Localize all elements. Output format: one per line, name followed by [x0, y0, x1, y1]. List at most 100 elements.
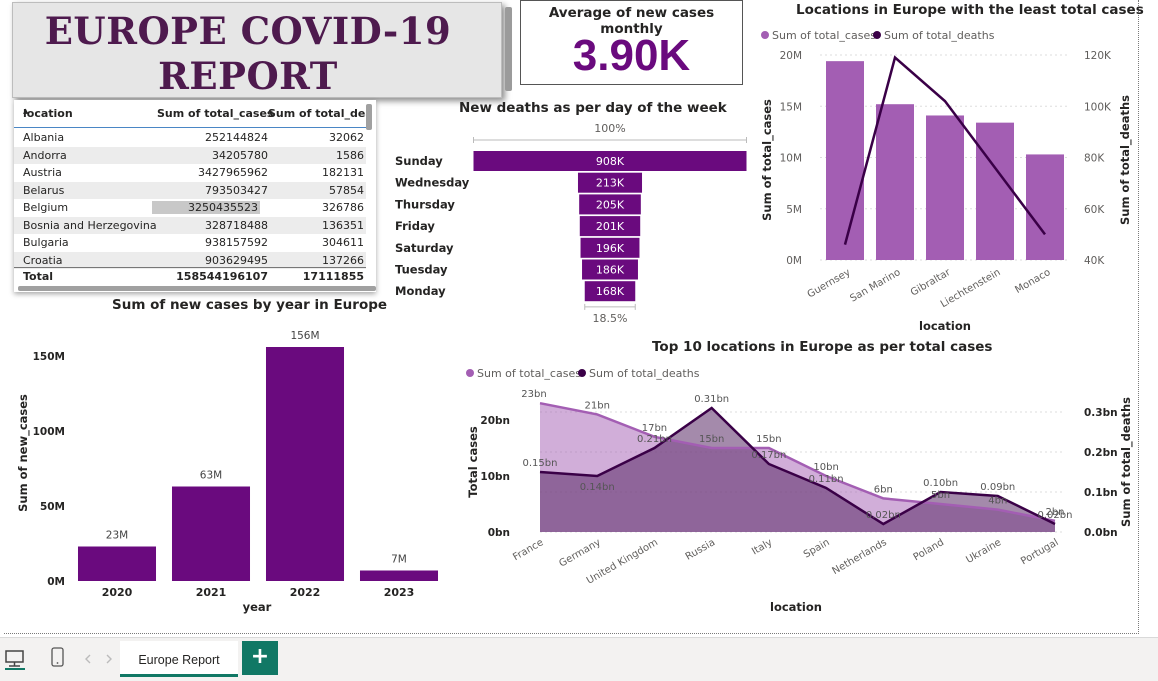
col-header-location[interactable]: location	[23, 107, 73, 120]
top10-left-tick: 0bn	[488, 527, 510, 539]
top10-cases-data-label: 10bn	[813, 462, 838, 473]
cell-total-deaths: 32062	[329, 131, 364, 144]
chevron-right-icon[interactable]	[103, 653, 115, 665]
table-row[interactable]: Bosnia and Herzegovina 328718488 136351	[14, 216, 366, 234]
yearly-y-tick: 0M	[47, 576, 65, 588]
least-bar	[876, 104, 914, 260]
legend-marker-total-deaths	[873, 31, 881, 39]
least-left-tick: 0M	[786, 255, 802, 267]
funnel-value-label: 186K	[596, 264, 625, 277]
top10-deaths-data-label: 0.11bn	[809, 474, 844, 485]
mobile-view-icon[interactable]	[49, 646, 67, 670]
legend-label-total-deaths: Sum of total_deaths	[589, 367, 700, 380]
top10-left-tick: 20bn	[480, 415, 510, 427]
top10-deaths-data-label: 0.09bn	[980, 482, 1015, 493]
chevron-left-icon[interactable]	[82, 653, 94, 665]
legend-marker-total-cases	[761, 31, 769, 39]
top10-x-tick: Ukraine	[964, 537, 1003, 566]
least-x-tick: Monaco	[1013, 267, 1052, 296]
table-row[interactable]: Bulgaria 938157592 304611	[14, 234, 366, 252]
least-left-tick: 20M	[780, 50, 802, 62]
yearly-cases-chart[interactable]: 150M 100M 50M 0M 23M 2020 63M 2021 156M 2022 7M 202…	[10, 318, 450, 618]
cell-total-deaths: 57854	[329, 183, 364, 197]
top10-chart-title: Top 10 locations in Europe as per total …	[652, 339, 993, 355]
least-right-tick: 40K	[1084, 255, 1105, 267]
cell-location: Belgium	[23, 201, 69, 214]
cell-total-cases: 3427965962	[198, 166, 268, 179]
report-title: EUROPE COVID-19 REPORT	[13, 9, 483, 99]
top10-cases-data-label: 5bn	[931, 490, 950, 501]
table-row[interactable]: Croatia 903629495 137266	[14, 251, 366, 269]
yearly-y-tick: 50M	[40, 501, 65, 513]
table-vertical-scrollbar[interactable]	[366, 104, 372, 130]
cell-total-cases: 328718488	[205, 218, 268, 232]
sort-ascending-icon[interactable]: ▲	[23, 107, 29, 115]
funnel-bar	[580, 237, 640, 258]
yearly-y-tick: 100M	[33, 426, 65, 438]
table-horizontal-scrollbar[interactable]	[18, 286, 376, 291]
top10-cases-data-label: 4bn	[988, 496, 1007, 507]
locations-table[interactable]: location ▲ Sum of total_cases Sum of tot…	[14, 100, 376, 292]
top10-x-tick: Portugal	[1019, 537, 1060, 567]
tab-europe-report[interactable]: Europe Report	[120, 641, 238, 677]
funnel-category-label: Thursday	[395, 197, 455, 211]
col-header-total-deaths[interactable]: Sum of total_deat	[268, 107, 366, 120]
cell-total-deaths: 182131	[322, 166, 364, 179]
least-cases-chart[interactable]: Sum of total_cases Sum of total_deaths 20M…	[755, 22, 1140, 337]
cell-total-deaths: 137266	[322, 253, 364, 267]
yearly-data-label: 7M	[391, 554, 407, 566]
table-row[interactable]: Albania 252144824 32062	[14, 129, 366, 147]
kpi-value: 3.90K	[572, 31, 691, 80]
top10-right-tick: 0.3bn	[1084, 407, 1118, 419]
table-row[interactable]: Belarus 793503427 57854	[14, 181, 366, 199]
top10-y2-axis-label: Sum of total_deaths	[1119, 397, 1134, 527]
least-left-tick: 10M	[780, 153, 802, 165]
least-right-tick: 120K	[1084, 50, 1112, 62]
cell-total-cases: 903629495	[205, 253, 268, 267]
add-page-button[interactable]: +	[242, 641, 278, 675]
least-bar	[826, 61, 864, 261]
cell-location: Belarus	[23, 183, 65, 197]
funnel-category-label: Friday	[395, 219, 435, 233]
yearly-bar	[77, 546, 157, 581]
funnel-value-label: 205K	[596, 198, 625, 211]
yearly-x-tick: 2022	[290, 586, 321, 599]
total-label: Total	[23, 270, 54, 283]
least-left-tick: 15M	[780, 101, 802, 113]
yearly-x-tick: 2021	[196, 586, 227, 599]
cell-location: Albania	[23, 131, 65, 144]
funnel-bar	[582, 259, 638, 280]
least-right-tick: 100K	[1084, 101, 1112, 113]
funnel-bar	[579, 194, 641, 215]
top10-right-tick: 0.2bn	[1084, 447, 1118, 459]
yearly-data-label: 63M	[200, 470, 222, 482]
cell-location: Andorra	[23, 148, 67, 162]
yearly-x-tick: 2023	[384, 586, 415, 599]
funnel-chart-title: New deaths as per day of the week	[459, 100, 727, 116]
top10-cases-data-label: 21bn	[585, 400, 610, 411]
col-header-total-cases[interactable]: Sum of total_cases	[157, 107, 274, 120]
top10-cases-data-label: 2bn	[1045, 507, 1064, 518]
table-row[interactable]: Belgium 3250435523 326786	[14, 199, 366, 217]
desktop-view-icon[interactable]	[4, 648, 26, 670]
least-bar	[1026, 154, 1064, 260]
funnel-value-label: 908K	[596, 155, 625, 168]
table-header: location ▲ Sum of total_cases Sum of tot…	[14, 104, 366, 128]
funnel-bar	[473, 151, 747, 171]
least-y-axis-label: Sum of total_cases	[760, 99, 775, 221]
funnel-bar	[577, 172, 643, 193]
title-scrollbar[interactable]	[505, 7, 512, 91]
kpi-card[interactable]: Average of new cases monthly 3.90K	[520, 0, 743, 85]
funnel-bar	[584, 281, 636, 302]
page-tab-bar: Europe Report +	[0, 637, 1158, 681]
top10-deaths-data-label: 0.31bn	[694, 394, 729, 405]
table-row[interactable]: Austria 3427965962 182131	[14, 164, 366, 182]
yearly-data-label: 23M	[106, 530, 128, 542]
cell-total-deaths: 326786	[322, 201, 364, 214]
top10-chart[interactable]: Sum of total_cases Sum of total_deaths 20b…	[460, 360, 1145, 620]
legend-label-total-deaths: Sum of total_deaths	[884, 29, 995, 42]
table-row[interactable]: Andorra 34205780 1586	[14, 146, 366, 164]
top10-x-tick: Spain	[802, 537, 832, 561]
least-cases-chart-title: Locations in Europe with the least total…	[796, 2, 1144, 18]
funnel-chart[interactable]: 100% Sunday 908K Wednesday 213K Thursday 205K F…	[380, 118, 760, 338]
